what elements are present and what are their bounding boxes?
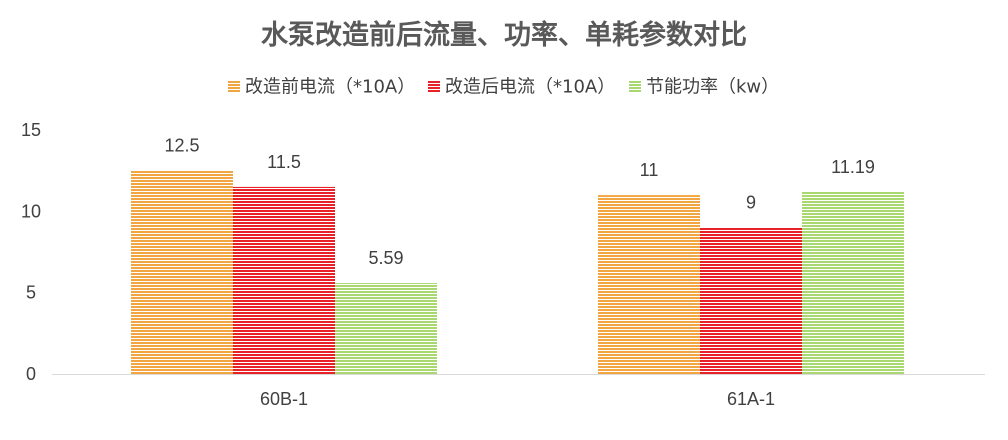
legend-swatch-3 bbox=[629, 80, 641, 92]
data-label: 12.5 bbox=[164, 136, 199, 156]
bars bbox=[131, 170, 904, 374]
bar-60B-1-series-3 bbox=[335, 283, 437, 374]
data-label: 11 bbox=[640, 160, 659, 180]
x-axis: 60B-1 61A-1 bbox=[260, 389, 775, 409]
x-category-label: 60B-1 bbox=[260, 389, 308, 409]
y-tick-label: 0 bbox=[26, 364, 36, 384]
bar-60B-1-series-2 bbox=[233, 186, 335, 374]
data-label: 11.5 bbox=[267, 152, 301, 172]
bar-61A-1-series-1 bbox=[598, 195, 700, 374]
legend: 改造前电流（*10A） 改造后电流（*10A） 节能功率（kw） bbox=[228, 77, 779, 98]
data-label: 11.19 bbox=[831, 157, 875, 177]
bar-61A-1-series-3 bbox=[802, 191, 904, 374]
y-tick-label: 5 bbox=[26, 283, 36, 303]
legend-label-1: 改造前电流（*10A） bbox=[245, 77, 415, 98]
y-tick-label: 15 bbox=[21, 120, 41, 140]
y-axis: 0 5 10 15 bbox=[21, 120, 41, 384]
data-label: 5.59 bbox=[368, 248, 403, 268]
legend-swatch-2 bbox=[428, 80, 440, 92]
x-category-label: 61A-1 bbox=[727, 389, 775, 409]
bar-60B-1-series-1 bbox=[131, 170, 233, 374]
bar-61A-1-series-2 bbox=[700, 227, 802, 374]
legend-label-3: 节能功率（kw） bbox=[646, 77, 779, 98]
data-labels: 12.5 11.5 5.59 11 9 11.19 bbox=[164, 136, 874, 268]
y-tick-label: 10 bbox=[21, 201, 41, 221]
legend-swatch-1 bbox=[228, 80, 240, 92]
data-label: 9 bbox=[746, 193, 756, 213]
chart-title: 水泵改造前后流量、功率、单耗参数对比 bbox=[261, 19, 747, 51]
legend-label-2: 改造后电流（*10A） bbox=[445, 77, 615, 98]
